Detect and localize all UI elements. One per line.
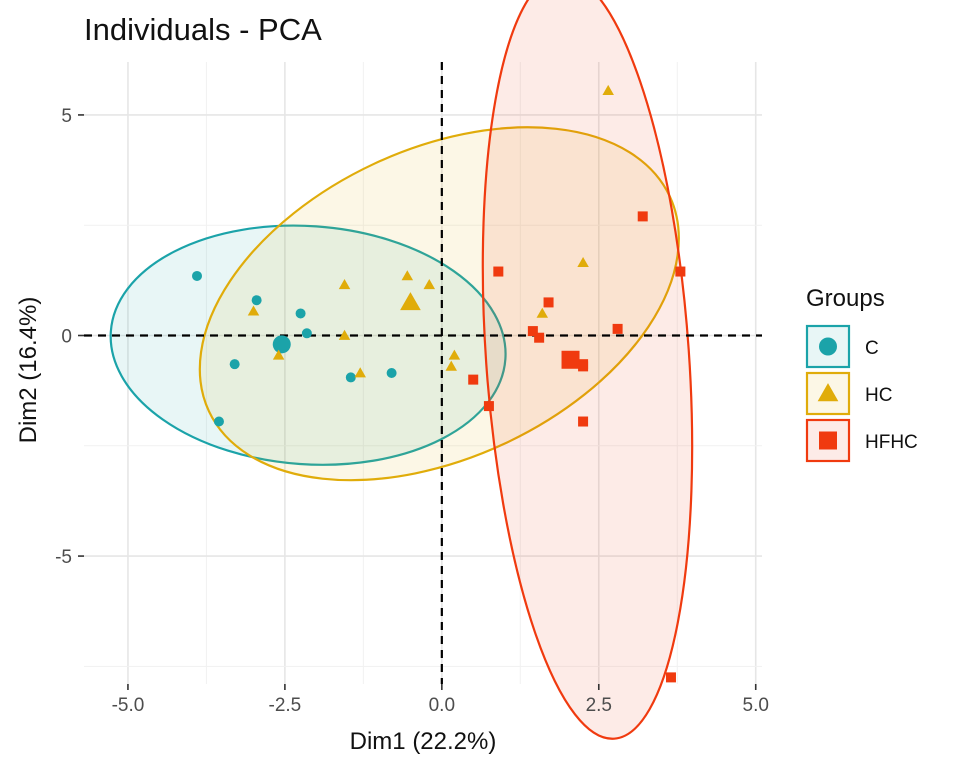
point-c	[301, 328, 312, 339]
point-hfhc	[527, 326, 538, 337]
point-c	[213, 416, 224, 427]
point-hc	[354, 367, 366, 378]
x-tick-label: 0.0	[429, 695, 455, 716]
point-hc	[577, 256, 589, 268]
point-hfhc	[637, 211, 648, 222]
point-hc	[448, 349, 461, 360]
x-tick-label: -2.5	[269, 695, 302, 716]
point-hfhc	[534, 332, 545, 343]
center-hfhc	[561, 350, 580, 369]
point-hfhc	[493, 266, 504, 277]
legend-title: Groups	[806, 285, 885, 312]
point-c	[295, 308, 306, 319]
point-hc	[247, 305, 260, 316]
point-hc	[423, 279, 436, 290]
confidence-ellipses	[109, 0, 694, 740]
y-tick-label: 5	[61, 106, 72, 127]
point-hfhc	[468, 374, 479, 385]
x-axis-ticks: -5.0 -2.5 0.0 2.5 5.0	[112, 684, 769, 716]
ellipse-c	[109, 224, 507, 466]
x-tick-label: -5.0	[112, 695, 145, 716]
point-hc	[338, 329, 351, 340]
legend-marker-hfhc	[819, 431, 837, 450]
legend: Groups C HC HFHC	[805, 285, 918, 463]
point-c	[345, 372, 356, 383]
y-axis-label: Dim2 (16.4%)	[15, 297, 42, 444]
point-hc	[272, 349, 285, 360]
y-axis-ticks: -5 0 5	[55, 106, 84, 568]
point-c	[251, 295, 262, 306]
point-hc	[401, 270, 414, 281]
x-tick-label: 5.0	[743, 695, 769, 716]
legend-marker-c	[819, 337, 837, 356]
point-c	[386, 368, 397, 378]
legend-label-c: C	[865, 338, 879, 359]
x-axis-label: Dim1 (22.2%)	[350, 728, 497, 755]
center-hc	[400, 292, 421, 311]
point-c	[192, 270, 202, 281]
point-hc	[536, 307, 549, 318]
legend-label-hfhc: HFHC	[865, 432, 918, 453]
y-tick-label: -5	[55, 547, 72, 568]
legend-label-hc: HC	[865, 385, 892, 406]
x-tick-label: 2.5	[586, 695, 612, 716]
point-hfhc	[675, 266, 686, 277]
point-hfhc	[543, 297, 554, 308]
ellipse-hfhc	[481, 0, 694, 740]
point-hfhc	[665, 672, 676, 683]
point-hfhc	[578, 416, 589, 427]
point-c	[229, 359, 240, 370]
center-c	[272, 335, 291, 354]
data-points	[192, 84, 686, 683]
point-hfhc	[483, 401, 494, 412]
point-hfhc	[578, 361, 589, 372]
point-hc	[445, 360, 457, 371]
chart-title: Individuals - PCA	[84, 12, 322, 47]
point-hfhc	[612, 323, 623, 334]
point-hc	[338, 279, 351, 290]
reference-lines	[84, 62, 762, 684]
legend-marker-hc	[817, 383, 839, 402]
point-hc	[602, 84, 614, 95]
y-tick-label: 0	[61, 327, 72, 348]
